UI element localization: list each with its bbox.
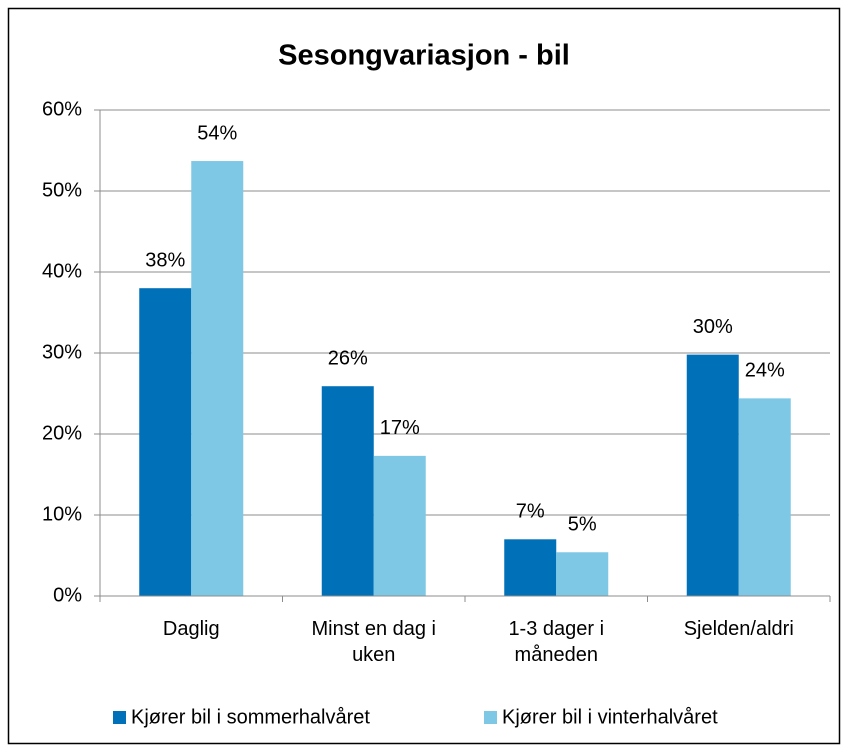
bar bbox=[556, 552, 609, 596]
data-label: 24% bbox=[745, 360, 785, 382]
x-tick-label: Daglig bbox=[162, 618, 220, 640]
data-label: 7% bbox=[516, 501, 545, 523]
x-tick-label: 1-3 dager i måneden bbox=[508, 618, 605, 666]
y-tick-label: 40% bbox=[42, 260, 82, 282]
chart-title: Sesongvariasjon - bil bbox=[278, 40, 570, 72]
legend-swatch bbox=[484, 711, 497, 724]
x-tick-label: Minst en dag i uken bbox=[311, 618, 436, 666]
y-tick-label: 30% bbox=[42, 341, 82, 363]
data-label: 5% bbox=[568, 514, 597, 536]
data-label: 26% bbox=[328, 347, 368, 369]
bar bbox=[373, 455, 426, 596]
legend-swatch bbox=[113, 711, 126, 724]
bar bbox=[738, 398, 791, 596]
bar bbox=[321, 386, 374, 596]
y-tick-label: 50% bbox=[42, 179, 82, 201]
bar bbox=[191, 161, 244, 596]
data-label: 54% bbox=[197, 122, 237, 144]
y-tick-label: 60% bbox=[42, 98, 82, 120]
legend-label: Kjører bil i sommerhalvåret bbox=[131, 706, 370, 728]
legend-label: Kjører bil i vinterhalvåret bbox=[502, 706, 718, 728]
bar bbox=[139, 288, 192, 596]
y-tick-label: 20% bbox=[42, 422, 82, 444]
x-tick-label: Sjelden/aldri bbox=[683, 618, 794, 640]
y-tick-label: 10% bbox=[42, 503, 82, 525]
y-tick-label: 0% bbox=[53, 584, 82, 606]
data-label: 30% bbox=[693, 316, 733, 338]
data-label: 17% bbox=[380, 417, 420, 439]
data-label: 38% bbox=[145, 249, 185, 271]
bar bbox=[504, 539, 557, 596]
bar bbox=[686, 354, 739, 596]
